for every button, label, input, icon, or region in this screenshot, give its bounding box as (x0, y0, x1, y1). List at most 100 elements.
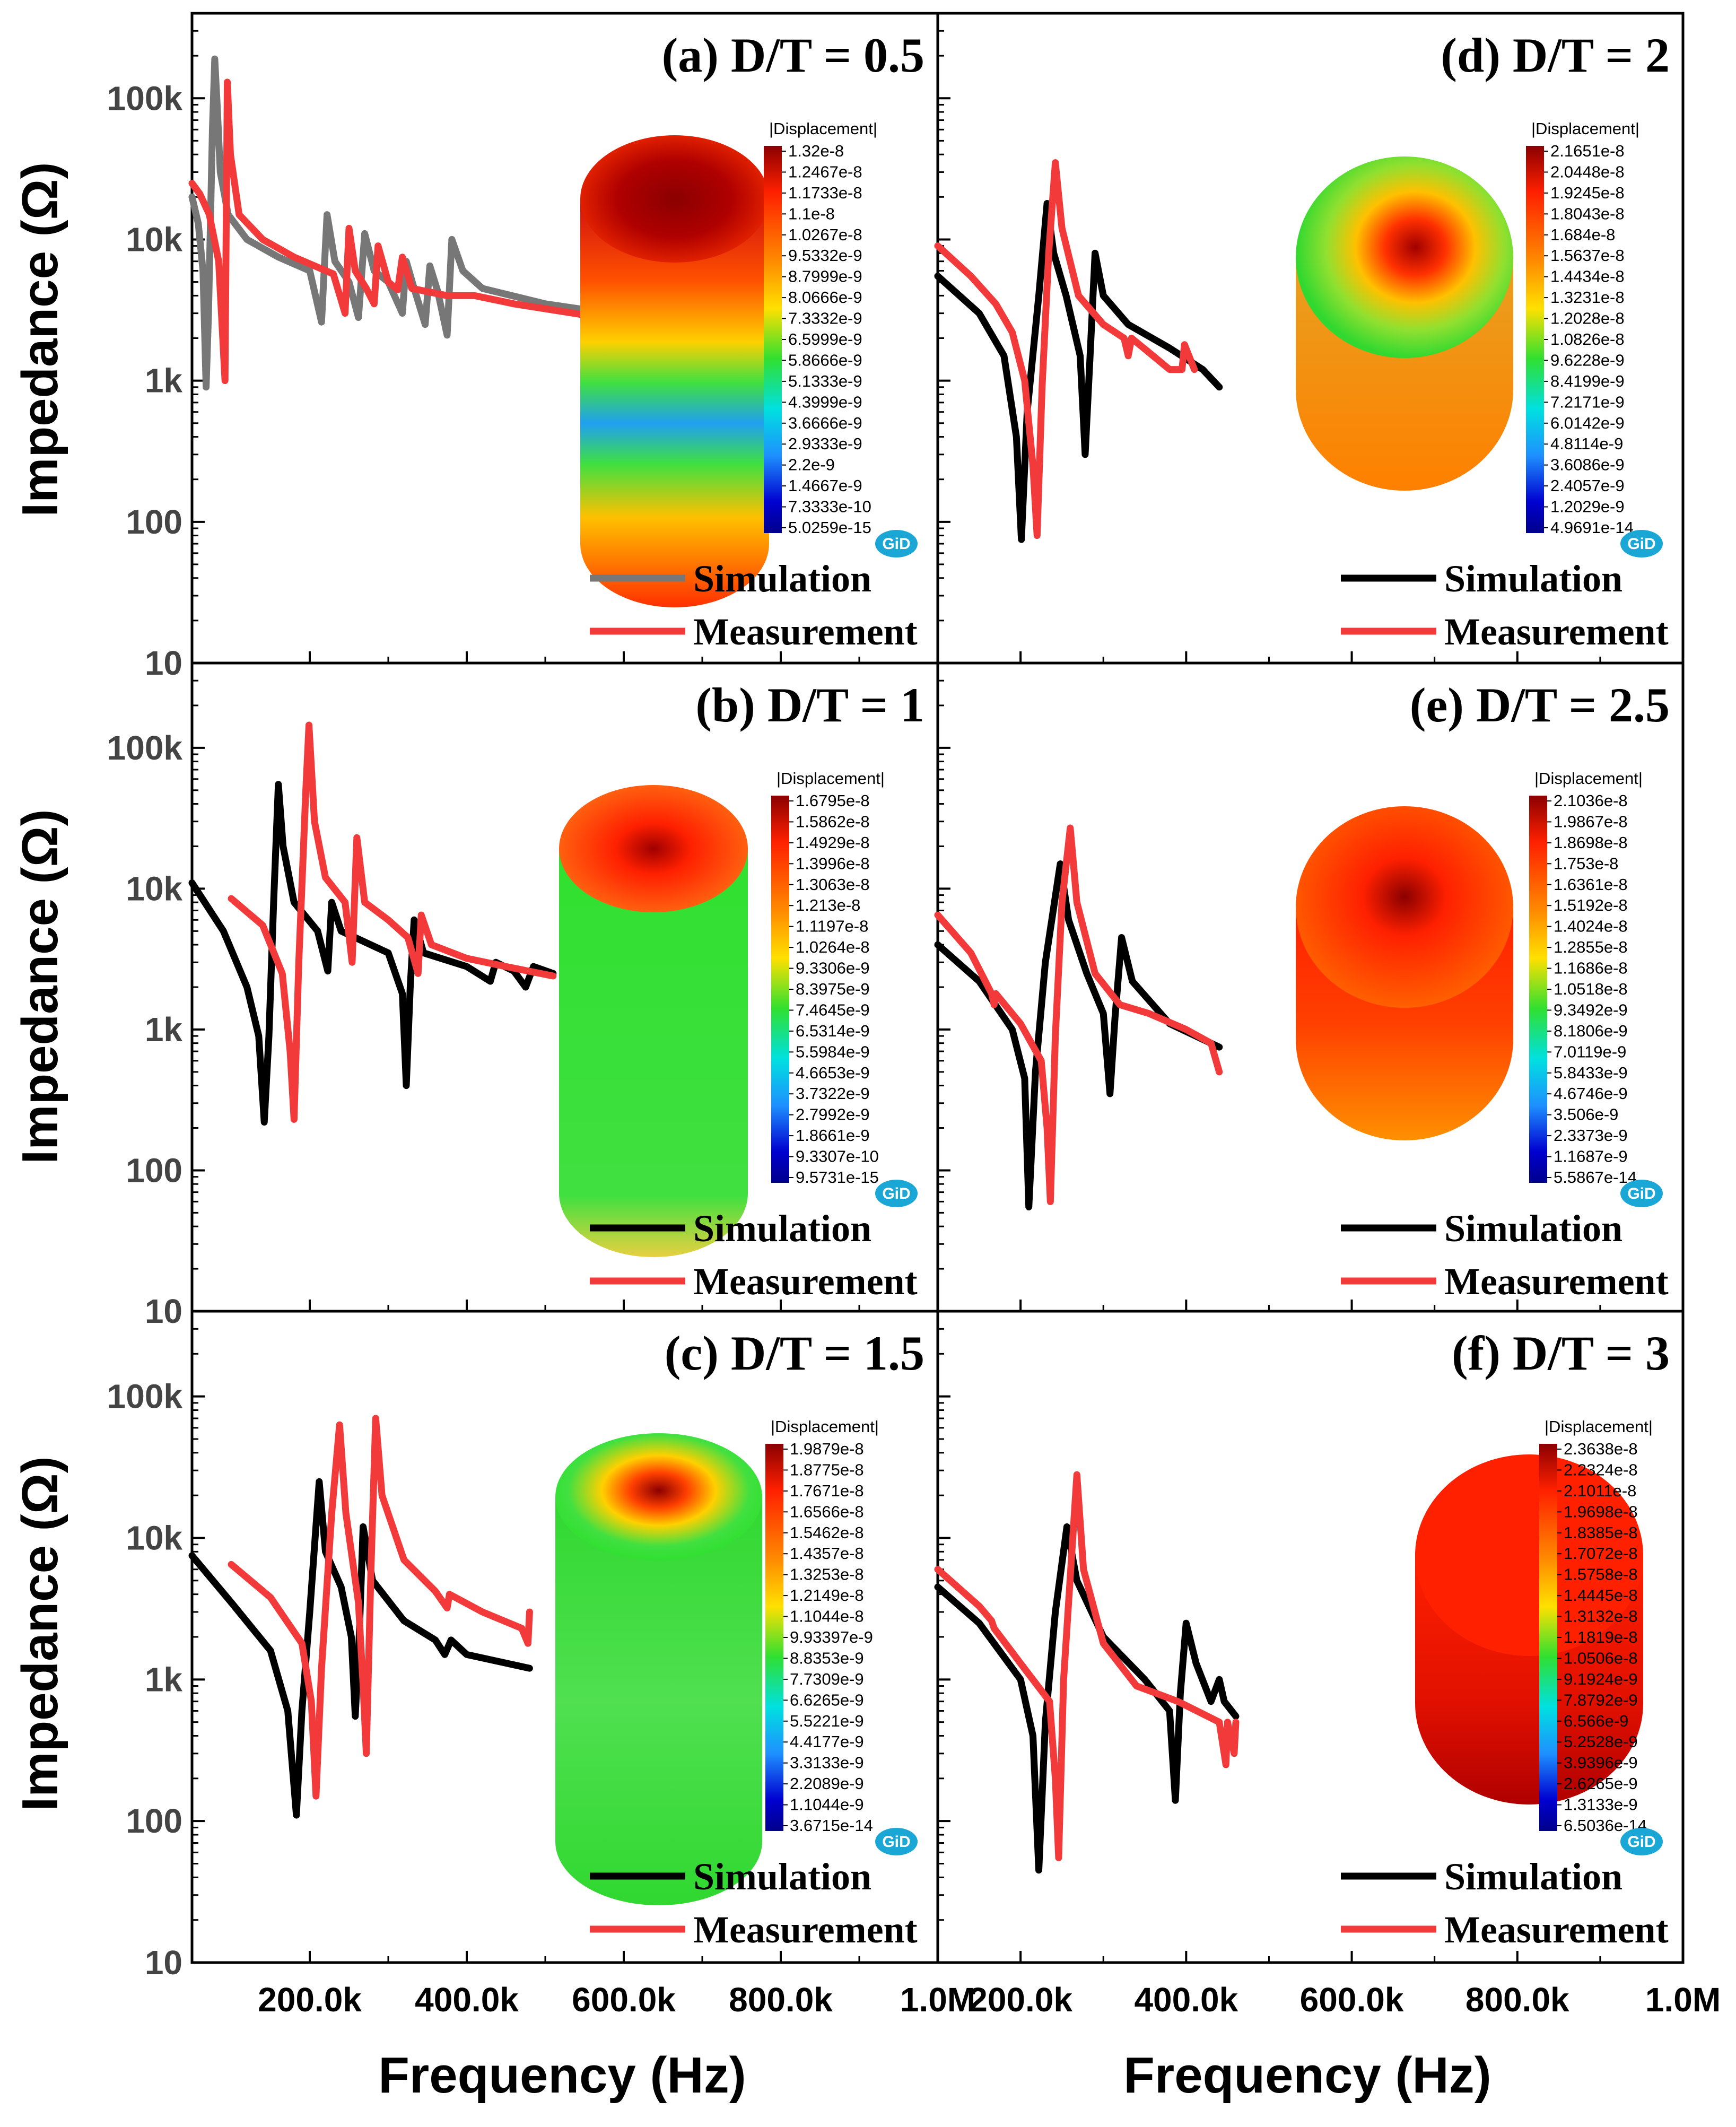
panel-title: (c) D/T = 1.5 (665, 1326, 924, 1380)
colorbar-label: 8.3975e-9 (796, 980, 870, 998)
colorbar-label: 1.2029e-9 (1550, 498, 1625, 516)
colorbar-label: 9.93397e-9 (790, 1628, 873, 1646)
colorbar-label: 4.3999e-9 (788, 393, 862, 411)
ytick-label: 100 (126, 503, 182, 541)
colorbar-label: 1.1044e-9 (790, 1795, 864, 1814)
xtick-label: 1.0M (900, 1981, 975, 2019)
colorbar-label: 4.4177e-9 (790, 1732, 864, 1751)
colorbar (1539, 1444, 1557, 1831)
ytick-label: 1k (145, 1010, 183, 1049)
colorbar-label: 1.1686e-8 (1554, 959, 1628, 978)
gid-logo-text: GiD (882, 1833, 910, 1851)
cylinder-top (580, 135, 769, 263)
colorbar-label: 9.3492e-9 (1554, 1000, 1628, 1019)
colorbar-label: 9.3306e-9 (796, 959, 870, 978)
inset-cylinder (559, 785, 748, 1257)
legend-label-simulation: Simulation (693, 1207, 871, 1250)
xtick-label: 600.0k (572, 1981, 676, 2019)
colorbar-label: 5.5221e-9 (790, 1712, 864, 1730)
colorbar-label: 2.6265e-9 (1564, 1774, 1638, 1793)
colorbar-title: |Displacement| (1545, 1417, 1653, 1436)
panel-e: (e) D/T = 2.5 |Displacement| 2.1036e-8 1.98… (934, 661, 1685, 1313)
colorbar-label: 2.1651e-8 (1550, 142, 1625, 160)
panels-layer: 10 100 1k 10k 100k (a) D/T = 0.5 |Displacement… (107, 12, 1721, 2019)
legend-label-simulation: Simulation (1444, 1855, 1622, 1898)
panel-c: 10 100 1k 10k 100k 200.0k 400.0k 600.0k 800.0k 1.… (107, 1310, 975, 2019)
colorbar-label: 1.0267e-8 (788, 225, 862, 244)
colorbar-label: 8.0666e-9 (788, 288, 862, 307)
series-line-simulation (934, 200, 1223, 543)
colorbar-label: 1.6795e-8 (796, 791, 870, 810)
y-axis-label-top: Impedance (Ω) (12, 162, 68, 517)
ytick-label: 1k (145, 1660, 183, 1698)
colorbar-label: 1.1197e-8 (796, 917, 868, 936)
panel-title: (a) D/T = 0.5 (662, 28, 924, 82)
panel-d: (d) D/T = 2 |Displacement| 2.1651e-8 2.0448… (934, 12, 1685, 665)
panel-b: 10 100 1k 10k 100k (b) D/T = 1 |Displacement| 1… (107, 661, 939, 1330)
colorbar-title: |Displacement| (1531, 119, 1639, 138)
colorbar-label: 1.5637e-8 (1550, 246, 1625, 265)
colorbar-label: 1.4434e-8 (1550, 267, 1625, 286)
colorbar-label: 1.8698e-8 (1554, 833, 1628, 852)
colorbar-label: 1.4445e-8 (1564, 1586, 1638, 1605)
colorbar-label: 1.4357e-8 (790, 1544, 864, 1563)
colorbar-label: 6.0142e-9 (1550, 414, 1625, 432)
colorbar-label: 3.6715e-14 (790, 1816, 873, 1835)
colorbar-label: 1.2149e-8 (790, 1586, 864, 1605)
colorbar-label: 6.5314e-9 (796, 1022, 870, 1040)
ytick-label: 10k (126, 869, 182, 908)
ytick-label: 100k (107, 79, 183, 117)
colorbar-label: 8.1806e-9 (1554, 1022, 1628, 1040)
colorbar-title: |Displacement| (1534, 769, 1643, 788)
colorbar-label: 1.0826e-8 (1550, 330, 1625, 348)
colorbar-label: 5.0259e-15 (788, 518, 871, 537)
series-line-simulation (934, 860, 1223, 1210)
colorbar-label: 1.0518e-8 (1554, 980, 1628, 998)
colorbar-label: 5.8666e-9 (788, 351, 862, 369)
inset-cylinder (1296, 806, 1513, 1140)
colorbar-label: 1.32e-8 (788, 142, 844, 160)
gid-logo-text: GiD (1627, 1185, 1655, 1202)
colorbar-label: 1.2855e-8 (1554, 938, 1628, 956)
colorbar-label: 8.7999e-9 (788, 267, 862, 286)
cylinder-side (580, 199, 769, 607)
colorbar-label: 5.5984e-9 (796, 1042, 870, 1061)
colorbar-label: 1.4929e-8 (796, 833, 870, 852)
colorbar-label: 8.4199e-9 (1550, 372, 1625, 390)
xtick-label: 800.0k (729, 1981, 833, 2019)
cylinder-top (559, 785, 748, 912)
ytick-label: 1k (145, 362, 183, 400)
colorbar-label: 6.5999e-9 (788, 330, 862, 348)
colorbar-label: 7.4645e-9 (796, 1000, 870, 1019)
gid-logo (1620, 530, 1663, 557)
colorbar-label: 2.7992e-9 (796, 1105, 870, 1124)
colorbar-label: 1.7072e-8 (1564, 1544, 1638, 1563)
colorbar-label: 1.3132e-8 (1564, 1607, 1638, 1626)
colorbar-label: 2.4057e-9 (1550, 476, 1625, 495)
gid-logo (875, 530, 918, 557)
gid-logo (1620, 1180, 1663, 1207)
colorbar-label: 1.5462e-8 (790, 1523, 864, 1542)
colorbar (771, 796, 789, 1183)
panel-title: (e) D/T = 2.5 (1410, 678, 1670, 732)
colorbar-label: 5.8433e-9 (1554, 1064, 1628, 1082)
colorbar-label: 1.0506e-8 (1564, 1649, 1638, 1667)
cylinder-side (555, 1497, 762, 1905)
colorbar-label: 1.753e-8 (1554, 854, 1618, 873)
colorbar-label: 9.1924e-9 (1564, 1670, 1638, 1688)
gid-logo-text: GiD (1627, 535, 1655, 553)
colorbar (1529, 796, 1547, 1183)
inset-cylinder (555, 1433, 762, 1905)
ytick-label: 100k (107, 729, 183, 767)
colorbar-label: 1.4667e-9 (788, 476, 862, 495)
colorbar-label: 5.5867e-14 (1554, 1168, 1637, 1187)
gid-logo-text: GiD (882, 535, 910, 553)
colorbar-label: 7.8792e-9 (1564, 1690, 1638, 1709)
colorbar-label: 2.9333e-9 (788, 434, 862, 453)
legend-label-measurement: Measurement (693, 611, 918, 653)
cylinder-top (555, 1433, 762, 1561)
colorbar-label: 8.8353e-9 (790, 1649, 864, 1667)
colorbar-label: 2.2089e-9 (790, 1774, 864, 1793)
colorbar-label: 1.1819e-8 (1564, 1628, 1638, 1646)
colorbar-label: 1.3063e-8 (796, 875, 870, 894)
